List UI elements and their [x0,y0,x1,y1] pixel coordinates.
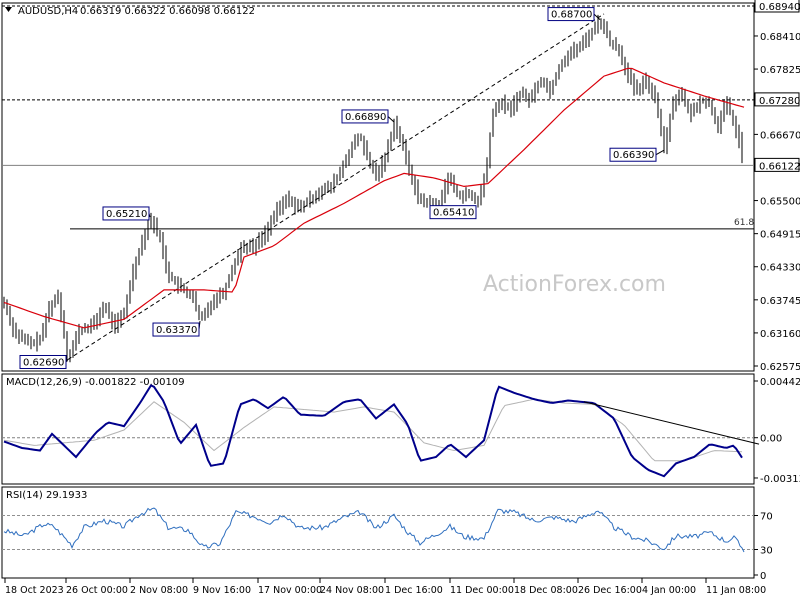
time-axis-label: 24 Nov 08:00 [320,585,384,596]
price-label-text: 0.65210 [106,209,147,220]
macd-signal-line [3,398,743,462]
moving-average-line [3,67,745,329]
level-price-tag [754,0,800,13]
rsi-title: RSI(14) 29.1933 [6,490,87,501]
price-axis-label: 0.64915 [760,230,800,241]
price-axis-label: 0.63745 [760,296,800,307]
rsi-line [3,507,745,553]
macd-axis-label: -0.003138 [760,474,800,485]
price-label-box [609,147,657,162]
watermark: ActionForex.com [483,272,666,297]
price-axis-label: 0.64330 [760,263,800,274]
price-label-connector [593,13,601,20]
price-axis-label: 0.68410 [760,32,800,43]
price-label-text: 0.63370 [156,325,197,336]
price-label-box [19,354,67,369]
price-axis-label: 0.63160 [760,329,800,340]
time-axis-label: 11 Dec 00:00 [450,585,514,596]
macd-trendline [583,401,760,445]
price-axis-label: 0.62575 [760,362,800,373]
current-price-tag-text: 0.66122 [759,161,800,172]
time-axis-label: 18 Oct 2023 [5,585,64,596]
macd-pane: MACD(12,26,9) -0.001822 -0.00109 0.00442 0… [1,373,800,485]
fib-level-label: 61.8 [734,218,754,228]
time-axis-label: 1 Dec 16:00 [385,585,443,596]
macd-axis-label: 0.00442 [760,377,800,388]
chart-ohlc: 0.66319 0.66322 0.66098 0.66122 [80,6,255,17]
rsi-pane-frame [1,486,755,579]
macd-pane-frame [1,373,755,485]
price-label-text: 0.65410 [433,208,474,219]
rsi-axis-label: 0 [760,571,766,582]
price-label-connector [655,149,665,156]
price-label-text: 0.62690 [23,357,64,368]
price-label-text: 0.66390 [613,150,654,161]
chart-symbol: AUDUSD,H4 [18,6,78,17]
price-label-box [429,205,477,220]
price-axis-label: 0.67825 [760,65,800,76]
price-chart-pane: 0.68940 0.68410 0.67825 0.66670 0.66122 0.655… [1,0,800,373]
price-axis-label: 0.66670 [760,130,800,141]
macd-title: MACD(12,26,9) -0.001822 -0.00109 [6,377,185,388]
price-label-box [152,322,200,337]
rsi-pane: RSI(14) 29.1933 70 30 0 [1,486,773,582]
price-label-text: 0.68700 [551,10,592,21]
rsi-axis-label: 70 [760,512,773,523]
time-axis-label: 17 Nov 00:00 [258,585,322,596]
time-axis-label: 18 Dec 08:00 [514,585,578,596]
time-axis: 18 Oct 2023 26 Oct 00:00 2 Nov 08:00 9 Nov … [4,578,766,596]
chart-menu-triangle-icon [5,7,12,12]
price-label-box [102,206,150,221]
level-price-tag-text: 0.68940 [759,2,800,13]
trendline-dashed [67,13,605,360]
macd-line [3,384,743,478]
level-price-tag-text: 0.67280 [759,96,800,107]
time-axis-label: 26 Dec 16:00 [578,585,642,596]
time-axis-label: 11 Jan 08:00 [706,585,766,596]
macd-axis-label: 0.00 [760,434,782,445]
price-label-box [341,109,389,124]
current-price-tag [754,157,800,172]
price-label-text: 0.66890 [345,112,386,123]
price-label-box [547,7,595,22]
level-price-tag [754,92,800,107]
rsi-axis-label: 30 [760,546,773,557]
time-axis-label: 26 Oct 00:00 [66,585,128,596]
time-axis-label: 2 Nov 08:00 [130,585,188,596]
time-axis-label: 9 Nov 16:00 [193,585,251,596]
time-axis-label: 4 Jan 00:00 [642,585,696,596]
price-axis-label: 0.65500 [760,197,800,208]
price-label-connector [387,116,395,123]
